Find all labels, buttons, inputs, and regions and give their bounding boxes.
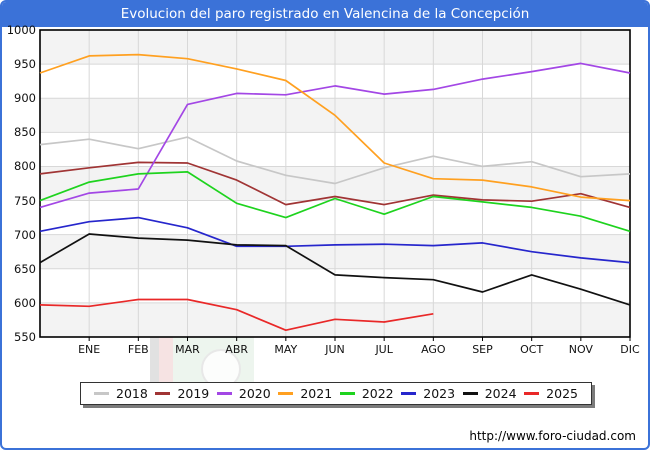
series-line-2019 — [39, 161, 631, 209]
series-line-2020 — [39, 62, 631, 209]
series-line-2022 — [39, 171, 631, 233]
legend-label-2023: 2023 — [423, 386, 456, 401]
legend-item-2022: 2022 — [339, 386, 394, 401]
y-tick-label: 1000 — [6, 23, 36, 37]
legend-label-2020: 2020 — [238, 386, 271, 401]
legend-item-2023: 2023 — [401, 386, 455, 401]
x-tick-label-oct: OCT — [520, 343, 544, 356]
x-tick-label-ene: ENE — [78, 343, 101, 356]
legend-item-2024: 2024 — [462, 386, 517, 401]
legend-swatch-2023 — [401, 392, 417, 395]
footer-url: http://www.foro-ciudad.com — [469, 429, 636, 443]
legend-swatch-2020 — [216, 392, 232, 395]
series-line-2024 — [39, 233, 631, 306]
legend-item-2021: 2021 — [278, 386, 332, 401]
legend-swatch-2021 — [278, 392, 294, 395]
y-tick-label: 650 — [14, 261, 36, 276]
chart-title: Evolucion del paro registrado en Valenci… — [2, 2, 648, 27]
x-tick-label-jul: JUL — [375, 343, 393, 356]
x-tick-label-jun: JUN — [325, 343, 345, 356]
legend-swatch-2022 — [339, 392, 355, 395]
legend: 2018 2019 2020 2021 2022 2023 2024 2025 — [80, 382, 592, 405]
y-tick-label: 950 — [14, 57, 36, 72]
x-tick-label-abr: ABR — [225, 343, 249, 356]
x-tick-label-feb: FEB — [127, 343, 149, 356]
legend-label-2021: 2021 — [300, 386, 333, 401]
legend-label-2025: 2025 — [546, 386, 578, 401]
x-tick-label-dic: DIC — [620, 343, 640, 356]
y-tick-label: 700 — [14, 227, 36, 242]
y-tick-label: 750 — [14, 193, 36, 208]
legend-item-2019: 2019 — [155, 386, 209, 401]
legend-label-2018: 2018 — [116, 386, 148, 401]
legend-swatch-2019 — [155, 392, 171, 395]
x-tick-label-mar: MAR — [175, 343, 200, 356]
plot-border — [39, 29, 631, 338]
legend-label-2024: 2024 — [484, 386, 517, 401]
legend-item-2018: 2018 — [94, 386, 148, 401]
legend-swatch-2018 — [94, 392, 109, 395]
legend-item-2020: 2020 — [216, 386, 271, 401]
x-tick-label-sep: SEP — [472, 343, 493, 356]
y-tick-label: 600 — [14, 295, 36, 310]
series-line-2021 — [39, 53, 631, 202]
watermark-stripe-dark — [150, 334, 159, 404]
legend-swatch-2024 — [462, 392, 478, 395]
legend-label-2019: 2019 — [177, 386, 210, 401]
series-line-2023 — [39, 216, 631, 264]
series-line-2018 — [39, 136, 631, 185]
x-tick-label-ago: AGO — [421, 343, 446, 356]
legend-label-2022: 2022 — [361, 386, 394, 401]
x-tick-label-nov: NOV — [568, 343, 593, 356]
x-tick-label-may: MAY — [274, 343, 298, 356]
legend-swatch-2025 — [524, 392, 540, 395]
y-tick-label: 900 — [14, 91, 36, 106]
y-tick-label: 850 — [14, 125, 36, 140]
y-tick-label: 550 — [14, 330, 36, 344]
series-line-2025 — [39, 298, 434, 332]
y-tick-label: 800 — [14, 159, 36, 174]
legend-item-2025: 2025 — [524, 386, 578, 401]
